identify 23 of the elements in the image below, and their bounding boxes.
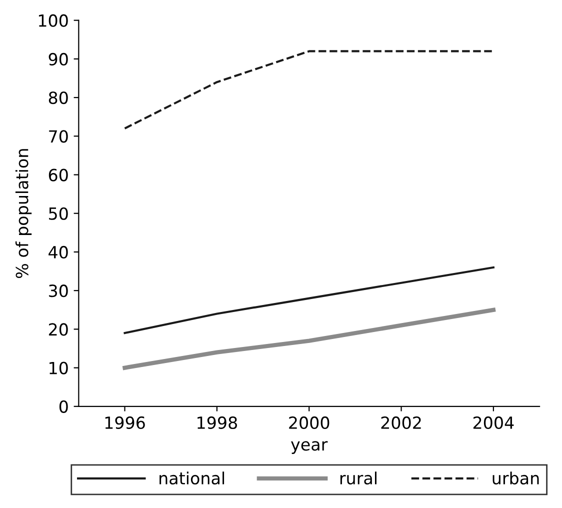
x-tick-label: 1996 bbox=[105, 416, 145, 430]
y-axis-title: % of population bbox=[15, 149, 32, 278]
line-series bbox=[124, 266, 494, 334]
y-tick-label: 90 bbox=[48, 52, 68, 66]
x-tick-label: 2002 bbox=[381, 416, 421, 430]
y-tick-label: 50 bbox=[49, 207, 68, 220]
y-tick-label: 60 bbox=[48, 168, 68, 182]
y-tick-label: 70 bbox=[49, 130, 68, 143]
legend-label: urban bbox=[492, 472, 539, 484]
line-series bbox=[122, 308, 496, 370]
x-tick-label: 2000 bbox=[289, 416, 330, 430]
x-tick-label: 1998 bbox=[198, 416, 237, 430]
legend-label: rural bbox=[340, 472, 376, 484]
y-tick-label: 0 bbox=[59, 400, 68, 413]
y-tick-label: 10 bbox=[50, 362, 68, 374]
x-axis-title: year bbox=[291, 441, 328, 454]
y-tick-label: 40 bbox=[48, 246, 68, 259]
x-tick-label: 2004 bbox=[473, 416, 514, 430]
y-tick-label: 20 bbox=[48, 323, 68, 336]
y-tick-label: 100 bbox=[38, 14, 68, 27]
y-tick-label: 80 bbox=[48, 92, 68, 104]
y-tick-label: 30 bbox=[49, 284, 68, 298]
legend-label: national bbox=[160, 472, 224, 484]
